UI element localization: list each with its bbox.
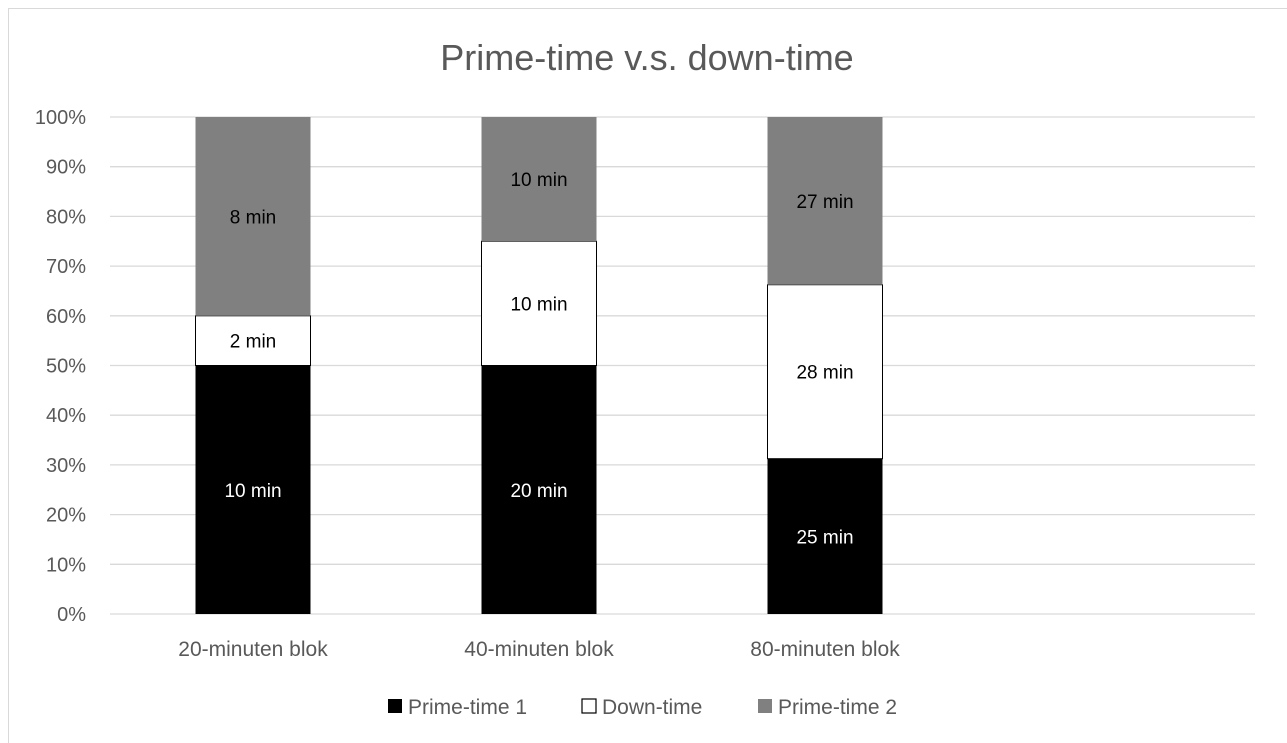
data-label: 10 min	[510, 170, 567, 191]
y-tick-label: 60%	[46, 306, 86, 328]
bar-segment	[195, 365, 311, 614]
bar-segment	[195, 315, 311, 366]
bar-segment	[767, 284, 883, 460]
data-label: 2 min	[230, 332, 276, 353]
data-label: 8 min	[230, 207, 276, 228]
legend: Prime-time 1 Down-time Prime-time 2	[388, 696, 897, 719]
bars: 10 min 2 min 8 min 20 min 10 min 10 min 25 min…	[195, 117, 883, 614]
x-tick-label: 40-minuten blok	[464, 638, 614, 661]
legend-swatch	[388, 699, 402, 713]
y-tick-label: 100%	[35, 107, 86, 129]
bar-segment	[767, 117, 883, 285]
legend-label: Prime-time 1	[408, 696, 527, 719]
chart-title: Prime-time v.s. down-time	[440, 37, 853, 78]
legend-swatch	[758, 699, 772, 713]
y-tick-label: 20%	[46, 505, 86, 527]
data-label: 25 min	[796, 527, 853, 548]
bar-segment	[481, 365, 597, 614]
data-label: 27 min	[796, 192, 853, 213]
x-tick-label: 80-minuten blok	[750, 638, 900, 661]
y-tick-label: 30%	[46, 455, 86, 477]
legend-label: Down-time	[602, 696, 702, 719]
bar-segment	[195, 117, 311, 316]
data-label: 10 min	[224, 481, 281, 502]
chart-frame	[8, 8, 1287, 743]
y-tick-label: 40%	[46, 405, 86, 427]
data-label: 20 min	[510, 481, 567, 502]
legend-swatch	[581, 698, 597, 714]
bar-segment	[481, 117, 597, 242]
y-tick-label: 0%	[57, 604, 86, 626]
y-tick-label: 70%	[46, 256, 86, 278]
y-tick-label: 10%	[46, 554, 86, 576]
legend-label: Prime-time 2	[778, 696, 897, 719]
data-label: 10 min	[510, 294, 567, 315]
bar-segment	[767, 458, 883, 614]
y-tick-label: 50%	[46, 356, 86, 378]
y-tick-label: 80%	[46, 206, 86, 228]
data-label: 28 min	[796, 363, 853, 384]
y-axis-ticks: 0% 10% 20% 30% 40% 50% 60% 70% 80% 90% 100%	[35, 107, 86, 626]
x-tick-label: 20-minuten blok	[178, 638, 328, 661]
y-tick-label: 90%	[46, 157, 86, 179]
x-axis-ticks: 20-minuten blok 40-minuten blok 80-minuten…	[178, 638, 900, 661]
